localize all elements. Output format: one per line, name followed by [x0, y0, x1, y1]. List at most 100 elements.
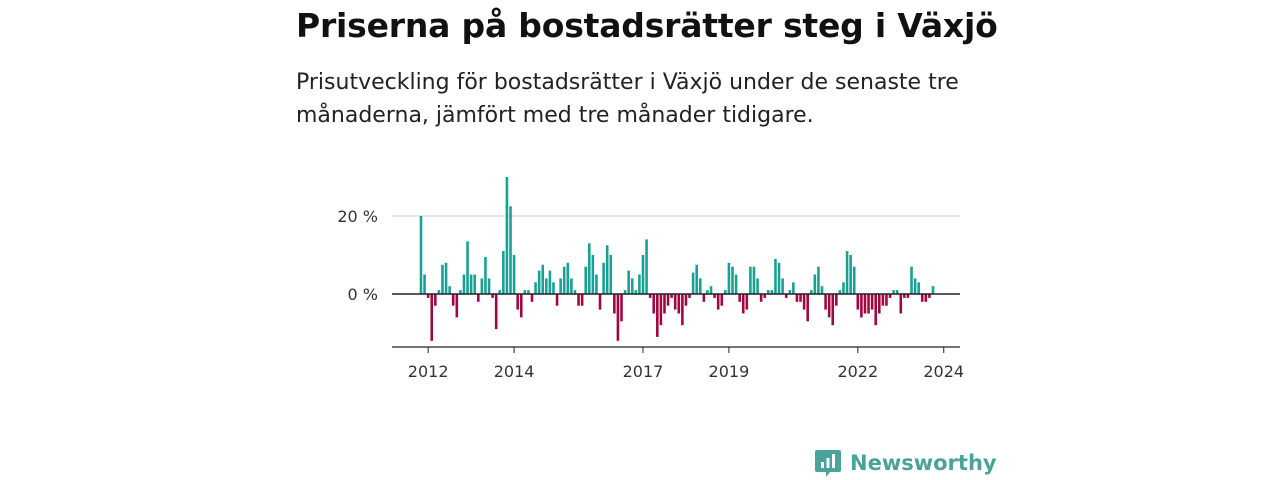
bar	[774, 258, 777, 294]
bar	[555, 294, 559, 306]
bar	[441, 264, 444, 294]
bar	[580, 294, 584, 306]
bar	[648, 294, 652, 298]
bar	[609, 255, 613, 294]
bar	[716, 294, 720, 310]
bar	[444, 262, 448, 294]
bar	[469, 274, 473, 294]
bar	[623, 290, 627, 294]
bar-chart-logo-icon	[815, 450, 841, 477]
x-tick-label: 2012	[408, 362, 449, 381]
bar	[652, 294, 656, 314]
bar	[484, 256, 487, 294]
brand-name: Newsworthy	[850, 451, 997, 475]
bar	[759, 294, 763, 302]
bar	[426, 294, 430, 298]
bar	[817, 266, 820, 294]
chart-title: Priserna på bostadsrätter steg i Växjö	[296, 6, 998, 45]
x-tick-label: 2024	[923, 362, 964, 381]
x-tick-label: 2019	[709, 362, 750, 381]
x-tick-label: 2022	[837, 362, 878, 381]
bar	[820, 286, 824, 294]
bar	[684, 294, 688, 306]
bar	[709, 286, 713, 294]
bar	[917, 282, 920, 294]
bar	[906, 294, 910, 298]
bar	[727, 262, 731, 294]
bar	[702, 294, 706, 302]
bar	[498, 290, 502, 294]
bar	[419, 216, 423, 294]
tick-labels: 0 % 20 % 2012 2014 2017 2019 2022 2024 2 %	[337, 0, 975, 381]
bar	[695, 264, 698, 294]
bar	[931, 286, 935, 294]
bar	[562, 266, 566, 294]
bar	[505, 177, 509, 294]
bar	[738, 294, 741, 302]
bar	[924, 294, 928, 302]
bar	[494, 294, 498, 330]
bar	[530, 294, 534, 302]
bar	[616, 294, 620, 341]
bar	[663, 294, 666, 314]
bar	[910, 266, 913, 294]
bar	[573, 290, 577, 294]
bar	[792, 282, 795, 294]
bar	[781, 278, 784, 294]
bar	[813, 274, 817, 294]
bar	[698, 278, 702, 294]
bar	[673, 294, 677, 310]
y-tick-label: 20 %	[337, 207, 378, 226]
bar	[731, 266, 734, 294]
newsworthy-logo[interactable]: Newsworthy	[814, 446, 997, 480]
bar	[509, 206, 512, 294]
bar	[885, 294, 888, 306]
bar	[688, 294, 691, 298]
bar	[534, 282, 537, 294]
bar	[920, 294, 924, 302]
chart-subtitle: Prisutveckling för bostadsrätter i Växjö…	[296, 70, 959, 128]
bar	[527, 290, 530, 294]
bar	[459, 290, 462, 294]
bar	[587, 243, 591, 294]
bar	[770, 290, 774, 294]
bar	[570, 278, 573, 294]
bar	[602, 262, 605, 294]
bar	[749, 266, 752, 294]
bar	[455, 294, 459, 318]
bar	[595, 274, 598, 294]
bar	[878, 294, 881, 314]
bar	[462, 274, 466, 294]
bar	[831, 294, 835, 326]
bar	[802, 294, 806, 310]
bar	[473, 274, 476, 294]
x-tick-label: 2014	[494, 362, 535, 381]
bar	[523, 290, 527, 294]
bar	[849, 255, 852, 294]
bar	[867, 294, 870, 314]
bar	[720, 294, 724, 306]
bar	[856, 294, 860, 310]
bar	[620, 294, 623, 322]
bar	[842, 282, 845, 294]
bar	[928, 294, 931, 298]
bar	[824, 294, 827, 310]
bar	[584, 266, 587, 294]
bar	[591, 255, 595, 294]
bar	[541, 264, 545, 294]
axes	[392, 293, 960, 353]
bar	[448, 286, 451, 294]
bar	[548, 270, 552, 294]
bar	[870, 294, 874, 310]
bar	[777, 262, 781, 294]
bar	[756, 278, 759, 294]
bar	[745, 294, 749, 310]
bar	[437, 290, 441, 294]
bar	[724, 290, 727, 294]
bar	[627, 270, 630, 294]
bar	[913, 278, 917, 294]
bar	[838, 290, 842, 294]
bar	[559, 278, 562, 294]
bar	[767, 290, 770, 294]
